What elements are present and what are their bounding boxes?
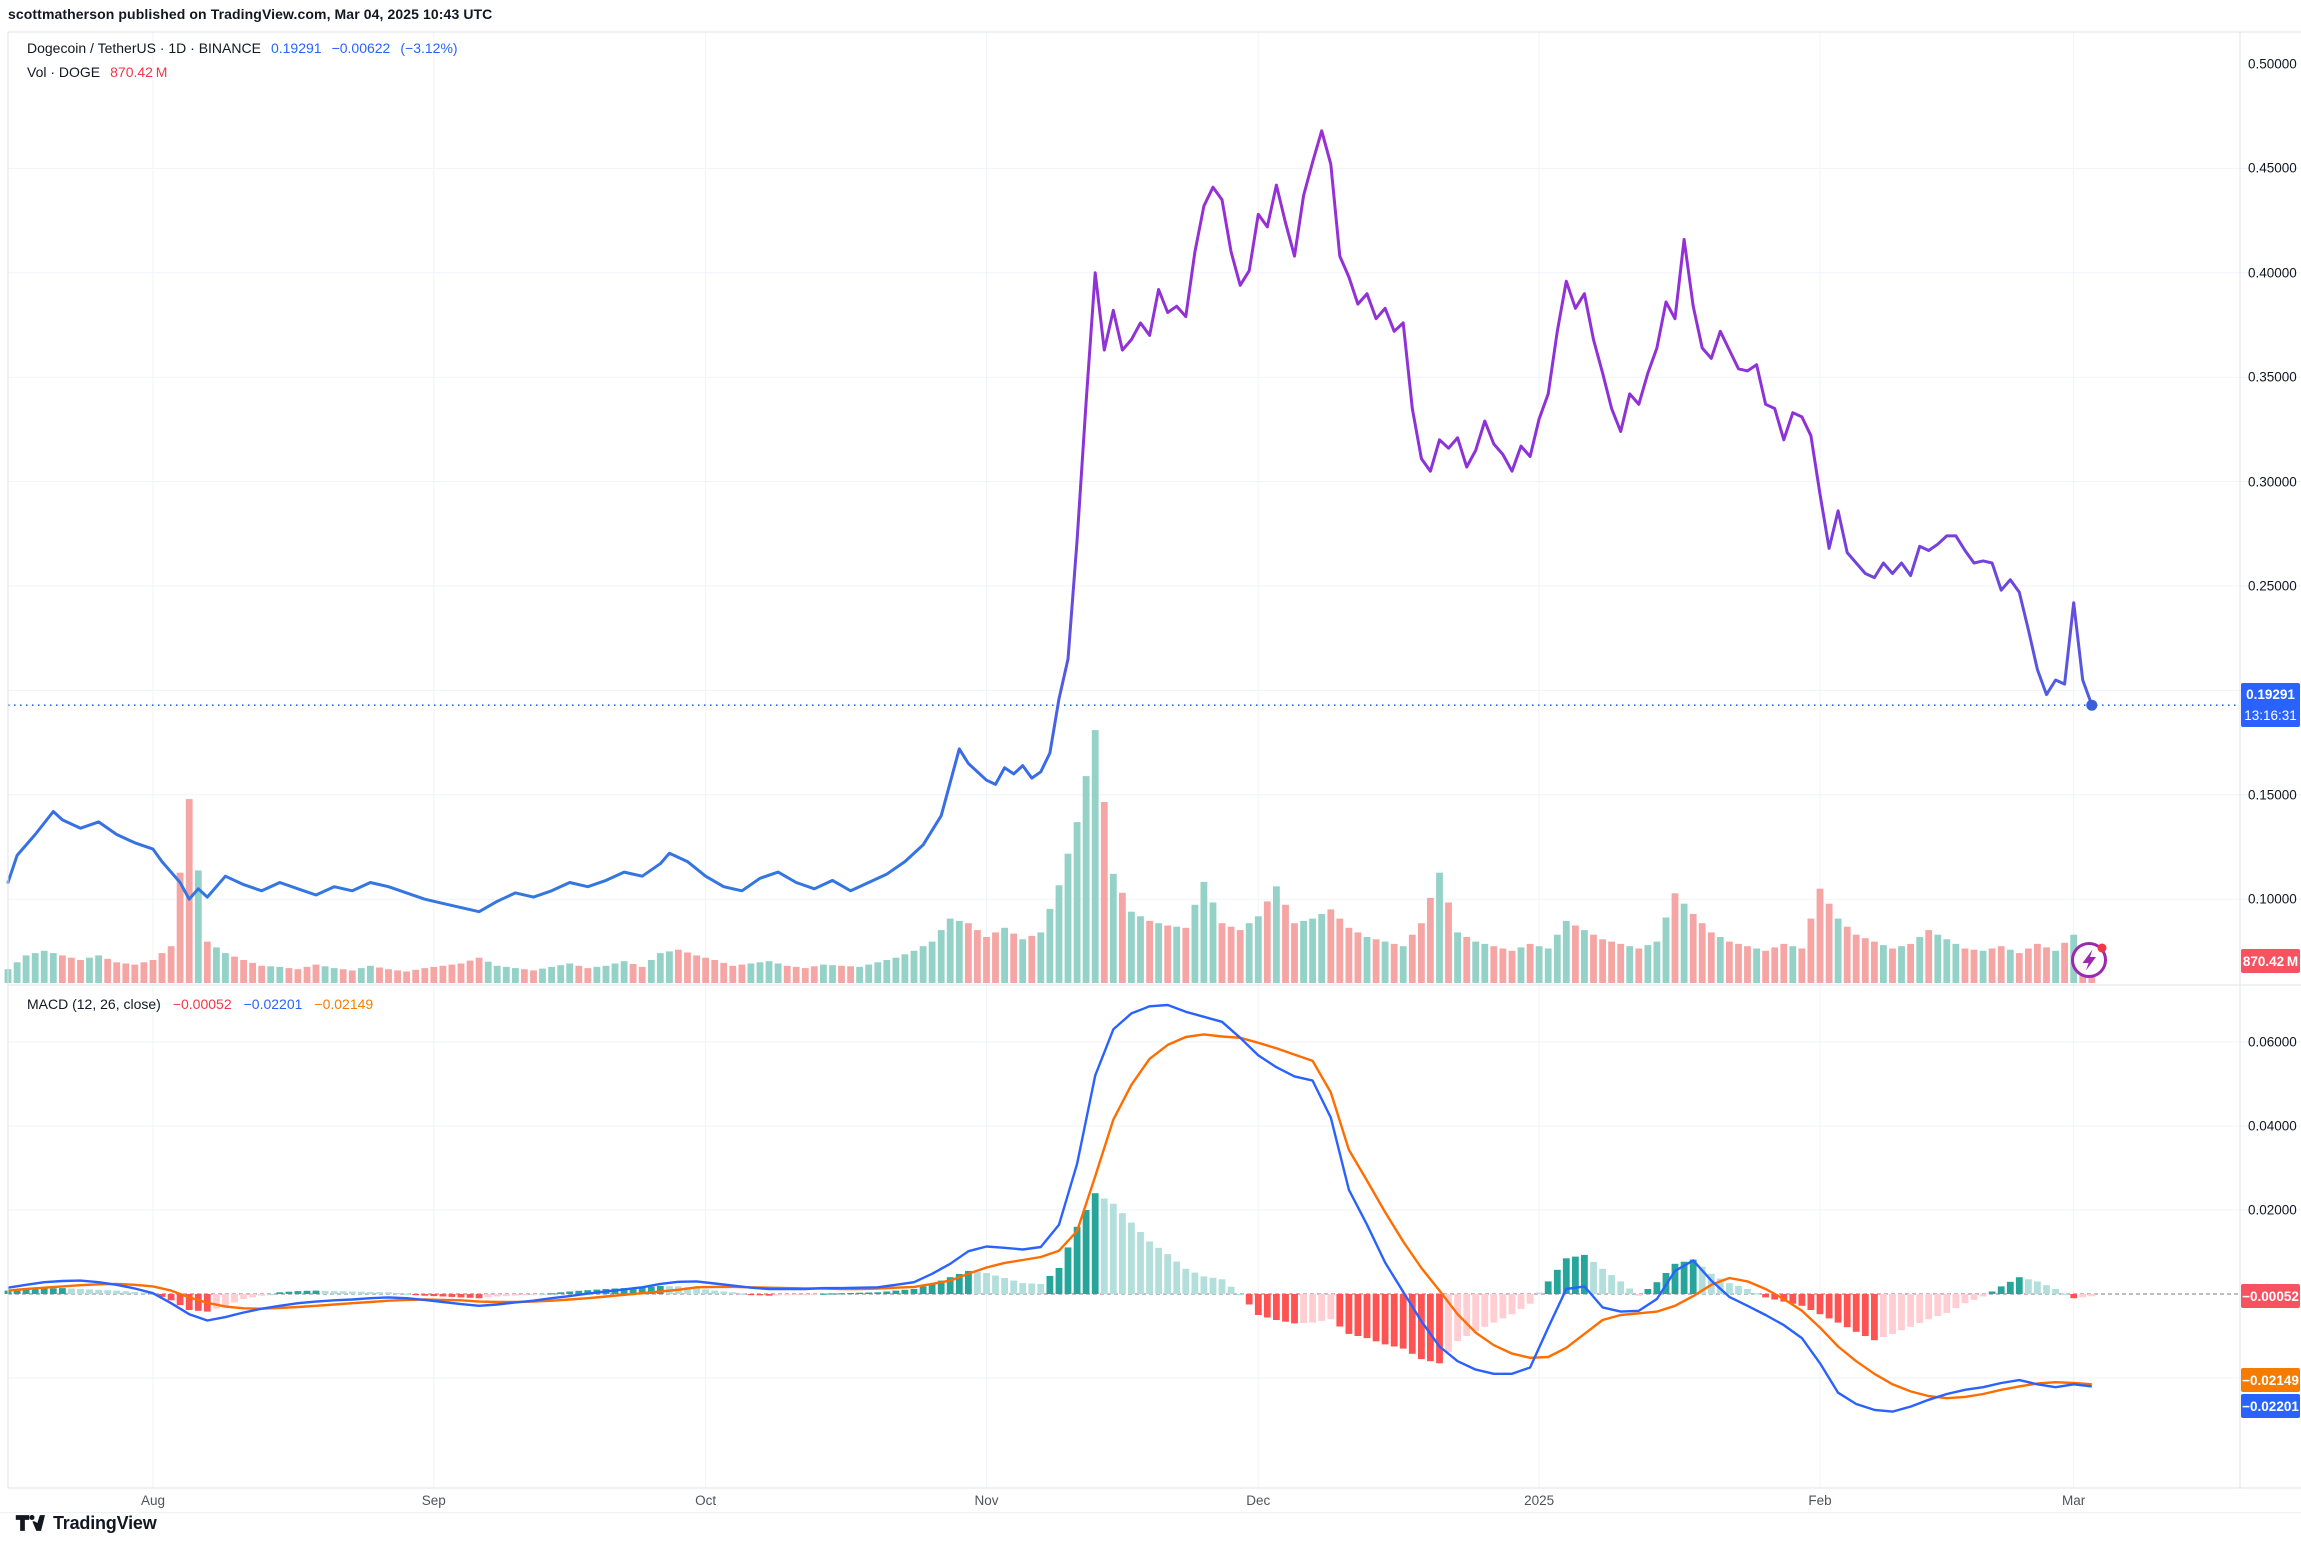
price-tick-label: 0.40000 bbox=[2248, 265, 2297, 281]
bar-countdown: 13:16:31 bbox=[2244, 708, 2297, 723]
price-tick-label: 0.35000 bbox=[2248, 369, 2297, 385]
price-tick-label: 0.25000 bbox=[2248, 578, 2297, 594]
last-price-badge: 0.19291 13:16:31 bbox=[2241, 683, 2300, 727]
macd-tick-label: 0.04000 bbox=[2248, 1118, 2297, 1134]
last-price-value: 0.19291 bbox=[270, 40, 322, 56]
price-line bbox=[6, 129, 2094, 914]
macd-legend-row: MACD (12, 26, close) −0.00052 −0.02201 −… bbox=[27, 996, 373, 1012]
time-tick-label: Feb bbox=[1808, 1493, 1832, 1508]
volume-indicator-title[interactable]: Vol · DOGE bbox=[27, 64, 101, 80]
time-scale[interactable]: Aug Sep Oct Nov Dec 2025 Feb Mar bbox=[0, 1489, 2301, 1512]
time-tick-label: Sep bbox=[421, 1493, 446, 1508]
macd-tick-label: 0.02000 bbox=[2248, 1202, 2297, 1218]
macd-signal-line bbox=[7, 1033, 2092, 1400]
symbol-title[interactable]: Dogecoin / TetherUS · 1D · BINANCE bbox=[27, 40, 261, 56]
footer-brand[interactable]: TradingView bbox=[15, 1508, 157, 1538]
time-tick-label: 2025 bbox=[1524, 1493, 1555, 1508]
macd-histogram bbox=[4, 1193, 2096, 1364]
time-tick-label: Nov bbox=[974, 1493, 999, 1508]
macd-line-badge: −0.02201 bbox=[2241, 1394, 2300, 1418]
symbol-legend-row: Dogecoin / TetherUS · 1D · BINANCE 0.192… bbox=[27, 36, 458, 60]
price-change-percent: (−3.12%) bbox=[400, 40, 458, 56]
macd-main-line bbox=[7, 1003, 2092, 1413]
quick-trade-button[interactable] bbox=[2066, 936, 2112, 982]
volume-value: 870.42 M bbox=[110, 64, 168, 80]
macd-signal-badge: −0.02149 bbox=[2241, 1368, 2300, 1392]
price-tick-label: 0.45000 bbox=[2248, 160, 2297, 176]
brand-name: TradingView bbox=[53, 1512, 157, 1533]
volume-legend-row: Vol · DOGE 870.42 M bbox=[27, 60, 458, 84]
time-tick-label: Mar bbox=[2062, 1493, 2086, 1508]
price-tick-label: 0.10000 bbox=[2248, 891, 2297, 907]
price-tick-label: 0.30000 bbox=[2248, 474, 2297, 490]
last-price-dot bbox=[2086, 699, 2098, 711]
macd-tick-label: 0.06000 bbox=[2248, 1034, 2297, 1050]
publish-banner: scottmatherson published on TradingView.… bbox=[8, 6, 493, 22]
price-tick-label: 0.50000 bbox=[2248, 56, 2297, 72]
tradingview-logo-icon bbox=[15, 1514, 45, 1531]
macd-histogram-badge: −0.00052 bbox=[2241, 1284, 2300, 1308]
time-tick-label: Dec bbox=[1246, 1493, 1271, 1508]
time-tick-label: Aug bbox=[140, 1493, 165, 1508]
macd-indicator-title[interactable]: MACD (12, 26, close) bbox=[27, 996, 161, 1012]
price-tick-label: 0.15000 bbox=[2248, 787, 2297, 803]
macd-histogram-value: −0.00052 bbox=[172, 996, 232, 1012]
time-tick-label: Oct bbox=[695, 1493, 717, 1508]
alert-dot-icon bbox=[2097, 943, 2107, 953]
volume-bars bbox=[4, 730, 2096, 983]
macd-signal-value: −0.02149 bbox=[314, 996, 374, 1012]
price-change-value: −0.00622 bbox=[331, 40, 391, 56]
price-scale[interactable]: 0.50000 0.45000 0.40000 0.35000 0.30000 0.250… bbox=[2241, 32, 2301, 1488]
macd-line-value: −0.02201 bbox=[243, 996, 303, 1012]
volume-badge: 870.42 M bbox=[2241, 949, 2300, 973]
lightning-bolt-icon bbox=[2082, 949, 2096, 971]
